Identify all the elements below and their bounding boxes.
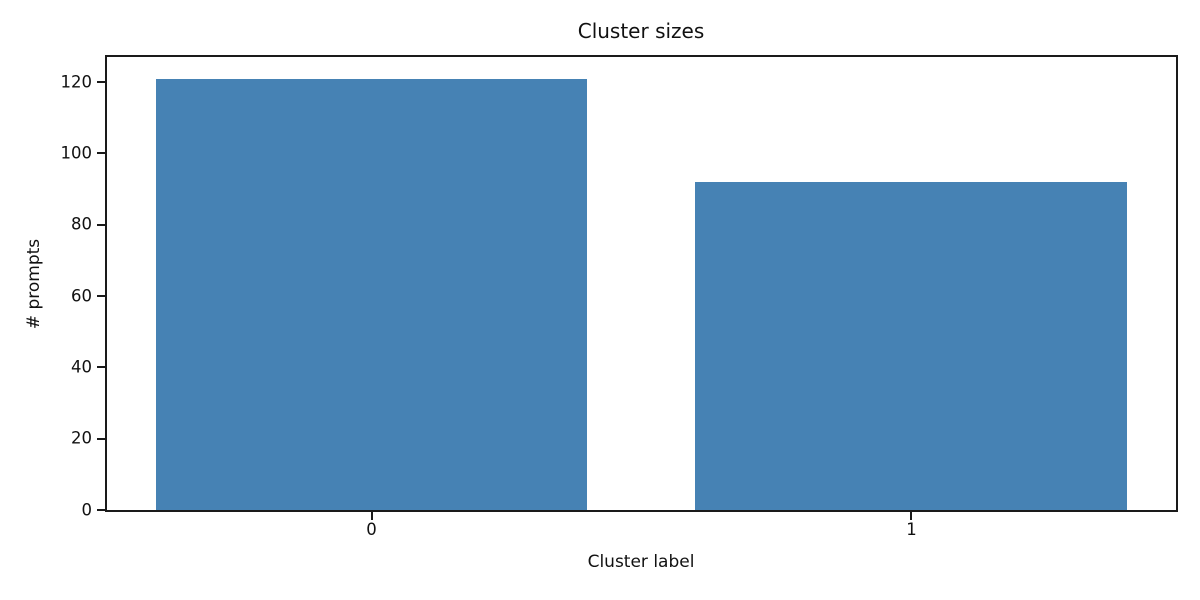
y-tick-mark bbox=[97, 437, 105, 440]
bar-cluster-1 bbox=[695, 181, 1128, 510]
y-tick-label: 40 bbox=[71, 357, 92, 377]
plot-area: 0 1 0 20 40 60 80 100 120 bbox=[61, 55, 1178, 538]
y-tick-mark bbox=[97, 366, 105, 369]
y-tick-label: 60 bbox=[71, 285, 92, 305]
y-tick-label: 120 bbox=[60, 71, 93, 91]
y-tick-mark bbox=[97, 81, 105, 84]
chart-title: Cluster sizes bbox=[577, 19, 705, 43]
y-tick-label: 20 bbox=[71, 428, 92, 448]
y-tick-label: 0 bbox=[81, 499, 93, 519]
y-tick-label: 80 bbox=[71, 214, 92, 234]
y-axis-label: # prompts bbox=[24, 238, 44, 330]
x-tick-mark bbox=[370, 512, 373, 520]
y-tick-mark bbox=[97, 509, 105, 511]
x-tick-label: 0 bbox=[366, 520, 377, 539]
y-tick-mark bbox=[97, 223, 105, 226]
y-tick-label: 100 bbox=[60, 143, 93, 163]
bar-cluster-0 bbox=[155, 78, 588, 510]
y-tick-mark bbox=[97, 152, 105, 155]
x-tick-mark bbox=[910, 512, 913, 520]
y-tick-mark bbox=[97, 295, 105, 298]
x-tick-label: 1 bbox=[906, 520, 917, 539]
x-axis-label: Cluster label bbox=[587, 552, 695, 572]
